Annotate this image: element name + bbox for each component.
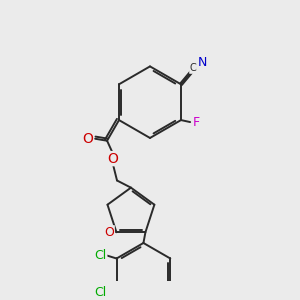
Text: O: O xyxy=(82,132,93,146)
Text: O: O xyxy=(108,152,118,166)
Text: F: F xyxy=(193,116,200,129)
Text: N: N xyxy=(197,56,207,69)
Text: Cl: Cl xyxy=(94,286,107,299)
Text: Cl: Cl xyxy=(94,249,107,262)
Text: O: O xyxy=(104,226,114,239)
Text: C: C xyxy=(190,63,196,73)
